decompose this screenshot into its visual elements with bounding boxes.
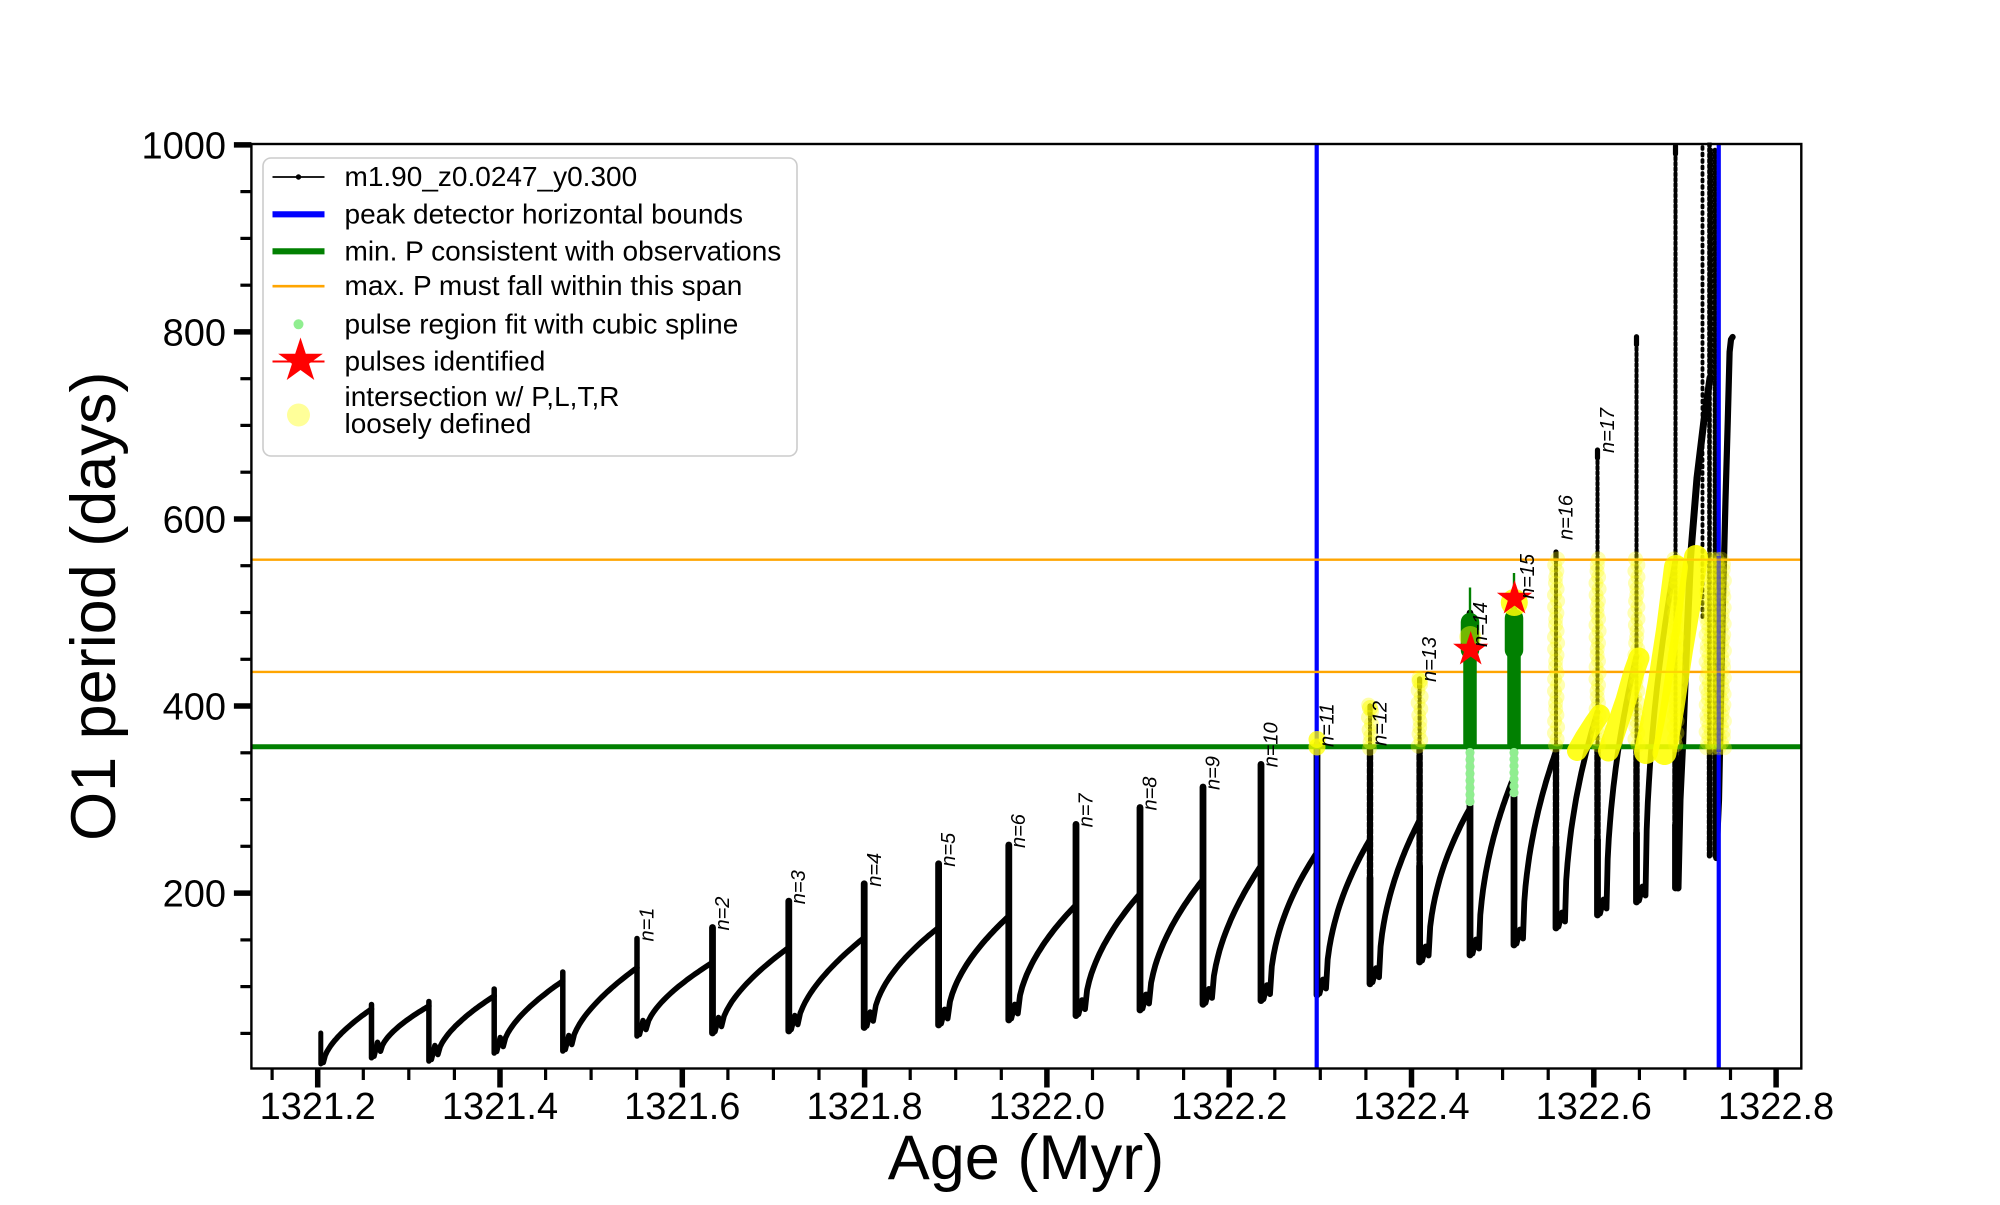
svg-text:n=9: n=9 [1203,756,1225,790]
svg-text:1321.6: 1321.6 [624,1086,740,1128]
svg-text:600: 600 [163,500,226,542]
svg-text:intersection w/ P,L,T,R: intersection w/ P,L,T,R [345,381,620,412]
svg-text:1322.0: 1322.0 [989,1086,1105,1128]
svg-text:n=6: n=6 [1008,813,1030,848]
svg-text:n=11: n=11 [1317,703,1339,747]
svg-text:200: 200 [163,874,226,916]
svg-text:pulses identified: pulses identified [345,346,546,377]
svg-text:n=10: n=10 [1261,722,1283,767]
svg-text:1322.8: 1322.8 [1718,1086,1834,1128]
svg-text:1322.4: 1322.4 [1353,1086,1469,1128]
svg-text:n=14: n=14 [1470,602,1492,647]
svg-text:n=5: n=5 [938,832,960,867]
svg-text:n=1: n=1 [637,908,659,942]
svg-text:n=4: n=4 [864,853,886,887]
svg-text:n=2: n=2 [712,897,734,931]
svg-text:1322.6: 1322.6 [1536,1086,1652,1128]
svg-text:n=13: n=13 [1419,637,1441,682]
svg-text:pulse region fit with cubic sp: pulse region fit with cubic spline [345,308,739,339]
svg-text:Age (Myr): Age (Myr) [888,1123,1165,1193]
svg-text:max. P must fall within this s: max. P must fall within this span [345,270,743,301]
svg-text:peak detector horizontal bound: peak detector horizontal bounds [345,198,744,229]
svg-text:1321.2: 1321.2 [260,1086,376,1128]
svg-text:1321.4: 1321.4 [442,1086,558,1128]
svg-text:800: 800 [163,312,226,354]
svg-text:O1 period (days): O1 period (days) [59,372,129,841]
svg-text:1321.8: 1321.8 [806,1086,922,1128]
svg-text:1322.2: 1322.2 [1171,1086,1287,1128]
svg-text:400: 400 [163,687,226,729]
svg-text:m1.90_z0.0247_y0.300: m1.90_z0.0247_y0.300 [345,161,638,192]
svg-text:loosely defined: loosely defined [345,408,532,439]
svg-text:n=15: n=15 [1517,553,1539,599]
svg-text:1000: 1000 [141,125,226,167]
svg-text:n=17: n=17 [1597,407,1619,453]
svg-text:n=16: n=16 [1556,494,1578,540]
svg-text:min. P consistent with observa: min. P consistent with observations [345,235,782,266]
svg-text:n=3: n=3 [788,870,810,904]
svg-text:n=7: n=7 [1076,793,1098,828]
svg-text:n=8: n=8 [1140,777,1162,811]
svg-text:n=12: n=12 [1370,701,1392,746]
